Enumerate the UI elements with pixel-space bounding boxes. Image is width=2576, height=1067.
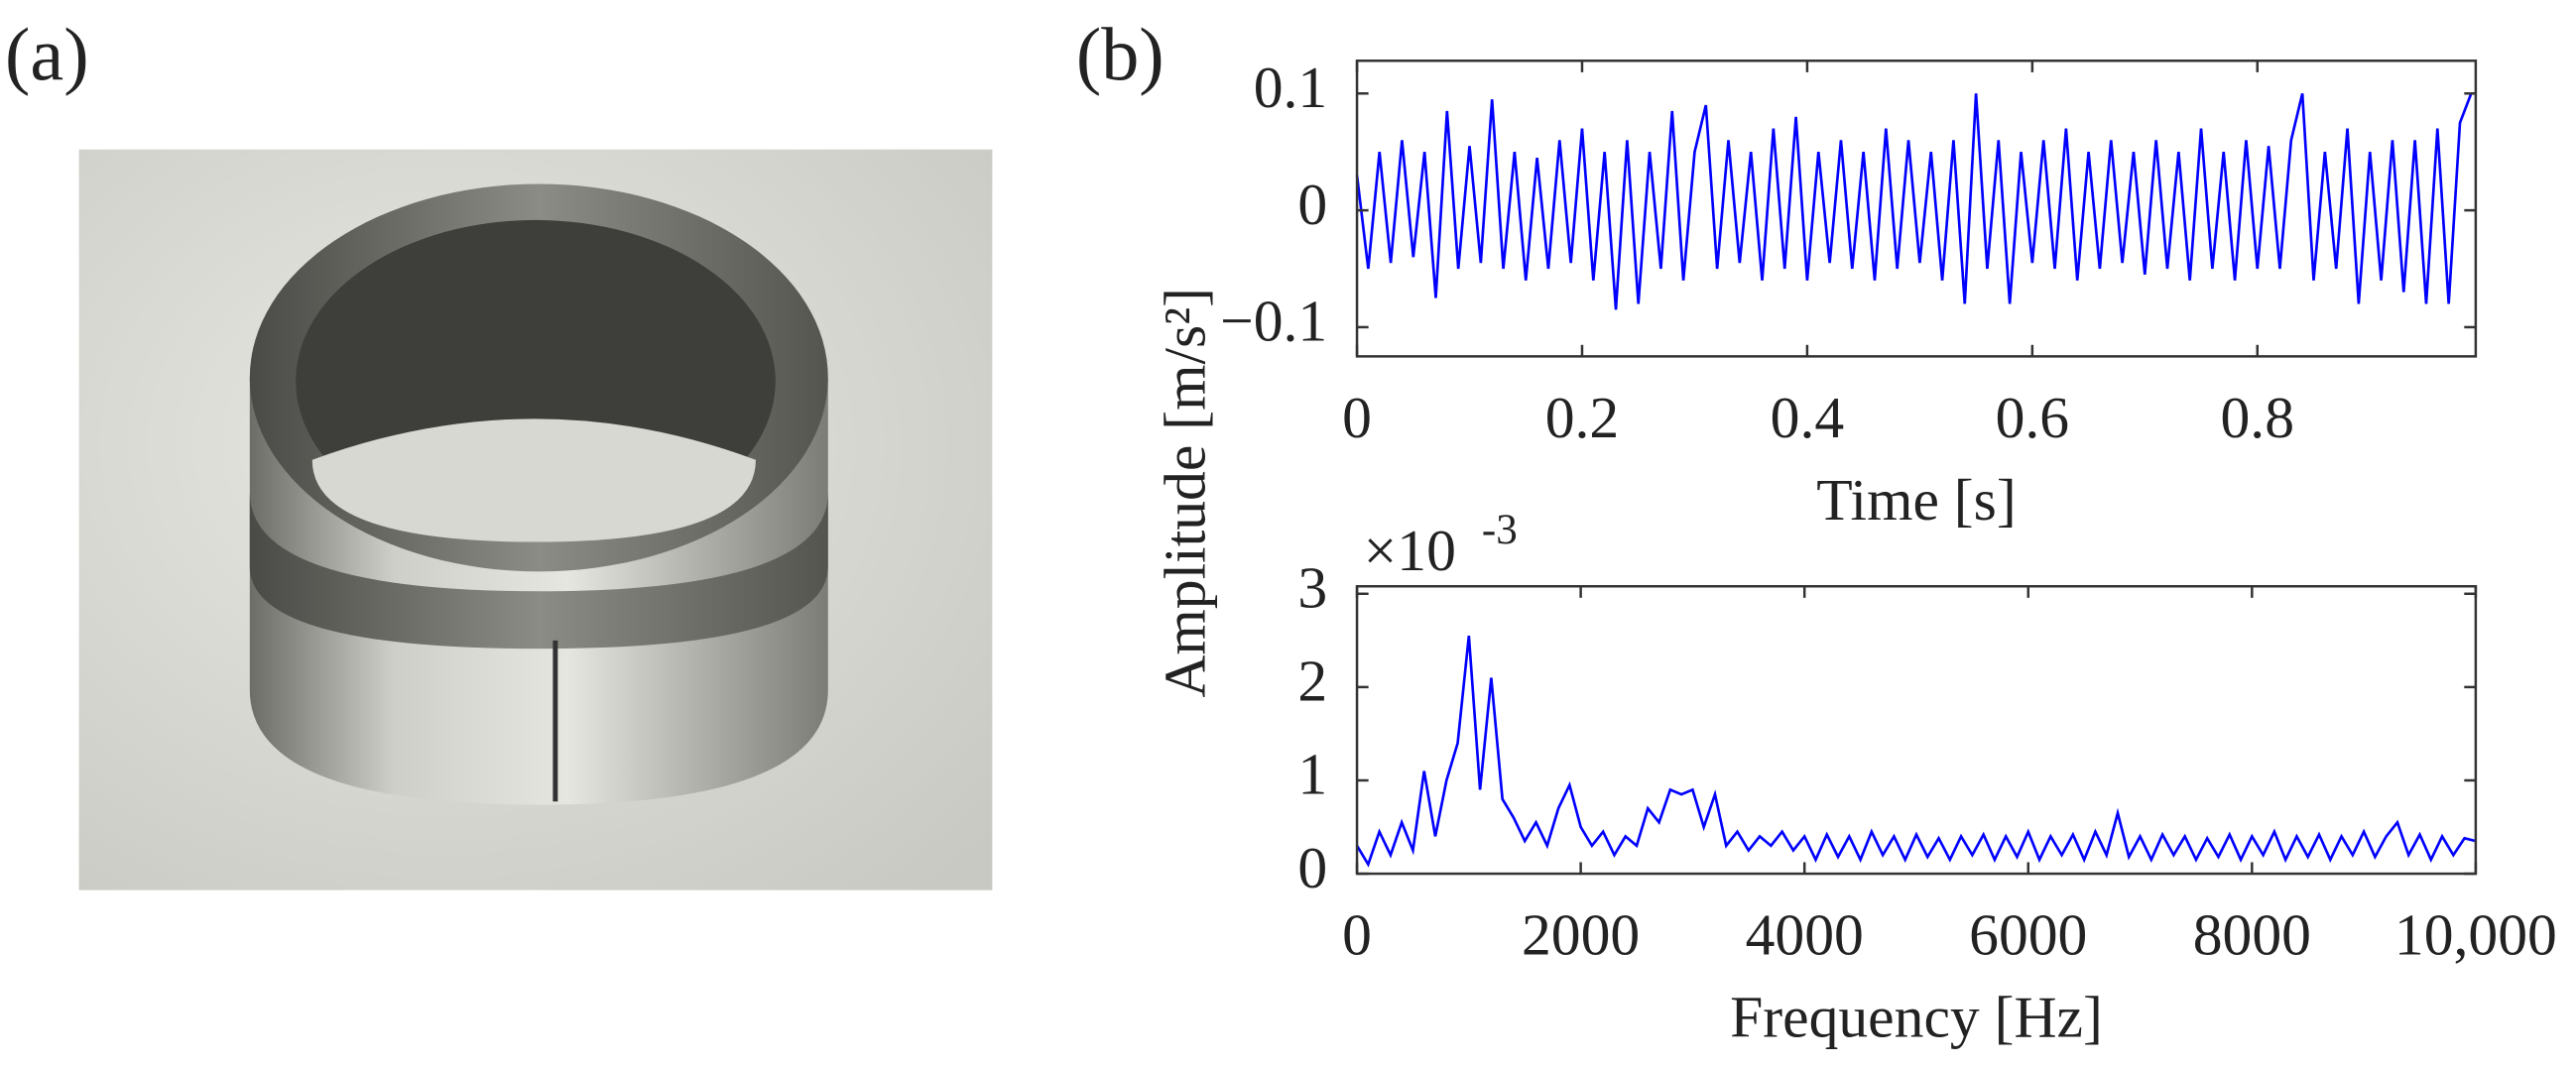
y-tick-label: 3 xyxy=(1297,554,1327,620)
y-multiplier: ×10 xyxy=(1364,518,1456,583)
panel-label: (b) xyxy=(1076,13,1165,96)
y-tick-label: −0.1 xyxy=(1220,289,1327,354)
axes-box xyxy=(1355,585,2478,876)
photo xyxy=(78,149,993,890)
y-tick-label: 2 xyxy=(1297,649,1327,714)
x-tick-label: 0.4 xyxy=(1771,385,1845,450)
axes-box xyxy=(1355,59,2478,358)
x-axis-label: Time [s] xyxy=(1816,467,2017,533)
y-tick-label: 1 xyxy=(1297,742,1327,807)
x-tick-label: 2000 xyxy=(1522,902,1640,968)
x-tick-label: 0.2 xyxy=(1545,385,1620,450)
y-tick-label: 0 xyxy=(1297,172,1327,237)
data-line xyxy=(1355,635,2477,868)
x-tick-label: 4000 xyxy=(1746,902,1864,968)
x-tick-label: 0.6 xyxy=(1996,385,2070,450)
x-tick-label: 0.8 xyxy=(2221,385,2295,450)
x-tick-label: 0 xyxy=(1342,902,1372,968)
panel-label: (a) xyxy=(5,13,89,96)
x-tick-label: 8000 xyxy=(2193,902,2311,968)
y-multiplier-exponent: -3 xyxy=(1482,507,1518,553)
y-tick-label: 0.1 xyxy=(1254,55,1328,120)
x-tick-label: 0 xyxy=(1342,385,1372,450)
x-tick-label: 6000 xyxy=(1969,902,2087,968)
data-line xyxy=(1355,92,2473,310)
y-axis-label: Amplitude [m/s²] xyxy=(1152,288,1217,698)
y-tick-label: 0 xyxy=(1297,835,1327,900)
x-axis-label: Frequency [Hz] xyxy=(1730,984,2103,1049)
x-tick-label: 10,000 xyxy=(2394,902,2557,968)
